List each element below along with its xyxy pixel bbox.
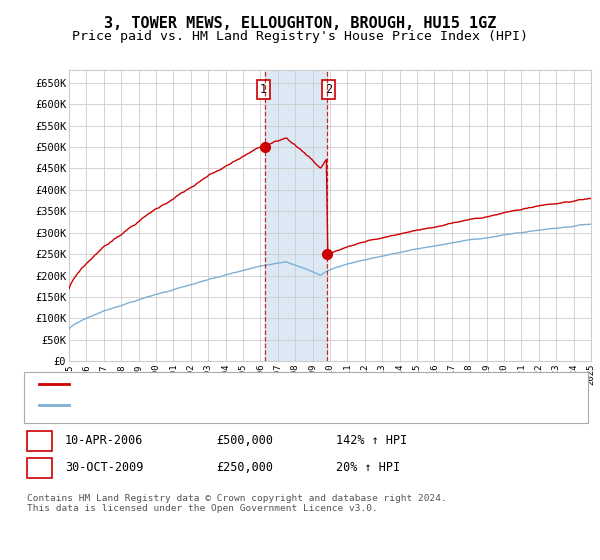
Text: 3, TOWER MEWS, ELLOUGHTON, BROUGH, HU15 1GZ (detached house): 3, TOWER MEWS, ELLOUGHTON, BROUGH, HU15 … (75, 379, 450, 389)
Text: £250,000: £250,000 (216, 461, 273, 474)
Text: 2: 2 (36, 461, 43, 474)
Text: 3, TOWER MEWS, ELLOUGHTON, BROUGH, HU15 1GZ: 3, TOWER MEWS, ELLOUGHTON, BROUGH, HU15 … (104, 16, 496, 31)
Text: 30-OCT-2009: 30-OCT-2009 (65, 461, 143, 474)
Text: HPI: Average price, detached house, East Riding of Yorkshire: HPI: Average price, detached house, East… (75, 400, 450, 410)
Text: 142% ↑ HPI: 142% ↑ HPI (336, 434, 407, 447)
Text: 20% ↑ HPI: 20% ↑ HPI (336, 461, 400, 474)
Text: 10-APR-2006: 10-APR-2006 (65, 434, 143, 447)
Text: 2: 2 (325, 83, 332, 96)
Text: 1: 1 (260, 83, 267, 96)
Text: Contains HM Land Registry data © Crown copyright and database right 2024.
This d: Contains HM Land Registry data © Crown c… (27, 494, 447, 514)
Text: 1: 1 (36, 434, 43, 447)
Text: Price paid vs. HM Land Registry's House Price Index (HPI): Price paid vs. HM Land Registry's House … (72, 30, 528, 43)
Bar (265, 70, 327, 361)
Text: £500,000: £500,000 (216, 434, 273, 447)
